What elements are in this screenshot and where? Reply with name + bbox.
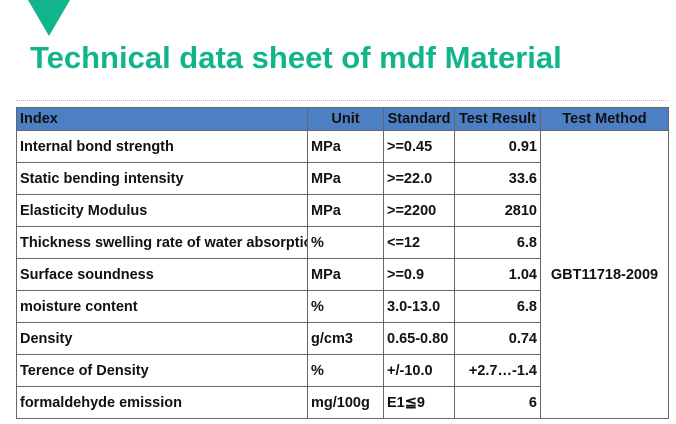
table-cell: MPa xyxy=(307,130,384,163)
table-cell: MPa xyxy=(307,162,384,195)
title: Technical data sheet of mdf Material xyxy=(30,40,562,75)
table-cell: 0.74 xyxy=(454,322,541,355)
table-cell: moisture content xyxy=(16,290,308,323)
table-cell: 6 xyxy=(454,386,541,419)
table-cell: 0.91 xyxy=(454,130,541,163)
table-cell: >=22.0 xyxy=(383,162,455,195)
table-cell: MPa xyxy=(307,258,384,291)
table-cell: +/-10.0 xyxy=(383,354,455,387)
header-cell: Unit xyxy=(307,107,384,131)
header-cell: Test Result xyxy=(454,107,541,131)
table-cell: MPa xyxy=(307,194,384,227)
table-row: Terence of Density% +/-10.0 +2.7…-1.4 xyxy=(16,354,669,387)
table-cell: 1.04 xyxy=(454,258,541,291)
table-row: Surface soundness MPa >=0.9 1.04 xyxy=(16,258,669,291)
table-cell: 2810 xyxy=(454,194,541,227)
table-cell: >=0.45 xyxy=(383,130,455,163)
method-cell: GBT11718-2009 xyxy=(540,130,669,419)
table-cell: Elasticity Modulus xyxy=(16,194,308,227)
table-cell: % xyxy=(307,226,384,259)
header-cell: Test Method xyxy=(540,107,669,131)
table-cell: 6.8 xyxy=(454,290,541,323)
table-cell: g/cm3 xyxy=(307,322,384,355)
divider xyxy=(16,100,668,101)
table-row: Internal bond strength MPa >=0.45 0.91 GBT11… xyxy=(16,130,669,419)
table-cell: Internal bond strength xyxy=(16,130,308,163)
table-cell: Density xyxy=(16,322,308,355)
table-cell: Thickness swelling rate of water absorpt… xyxy=(16,226,308,259)
table-cell: % xyxy=(307,290,384,323)
table-row: formaldehyde emission mg/100g E1≦9 6 xyxy=(16,386,669,419)
table-cell: Surface soundness xyxy=(16,258,308,291)
table-row: Density g/cm3 0.65-0.80 0.74 xyxy=(16,322,669,355)
table-cell: 33.6 xyxy=(454,162,541,195)
table-cell: E1≦9 xyxy=(383,386,455,419)
table-cell: >=0.9 xyxy=(383,258,455,291)
table-cell: +2.7…-1.4 xyxy=(454,354,541,387)
header-row: Index Unit Standard Test Result Test Method xyxy=(16,107,669,131)
triangle-icon xyxy=(28,0,70,36)
table-cell: 0.65-0.80 xyxy=(383,322,455,355)
table-cell: % xyxy=(307,354,384,387)
table-row: Thickness swelling rate of water absorpt… xyxy=(16,226,669,259)
header-cell: Standard xyxy=(383,107,455,131)
table-cell: Terence of Density xyxy=(16,354,308,387)
data-table: Index Unit Standard Test Result Test Method … xyxy=(16,107,669,419)
table-row: Elasticity Modulus MPa >=2200 2810 xyxy=(16,194,669,227)
table-cell: Static bending intensity xyxy=(16,162,308,195)
table-cell: formaldehyde emission xyxy=(16,386,308,419)
table-row: moisture content% 3.0-13.0 6.8 xyxy=(16,290,669,323)
table-row: Static bending intensity MPa >=22.0 33.6 xyxy=(16,162,669,195)
table-cell: <=12 xyxy=(383,226,455,259)
table-cell: mg/100g xyxy=(307,386,384,419)
header-cell: Index xyxy=(16,107,308,131)
table-cell: >=2200 xyxy=(383,194,455,227)
table-cell: 6.8 xyxy=(454,226,541,259)
table-cell: 3.0-13.0 xyxy=(383,290,455,323)
